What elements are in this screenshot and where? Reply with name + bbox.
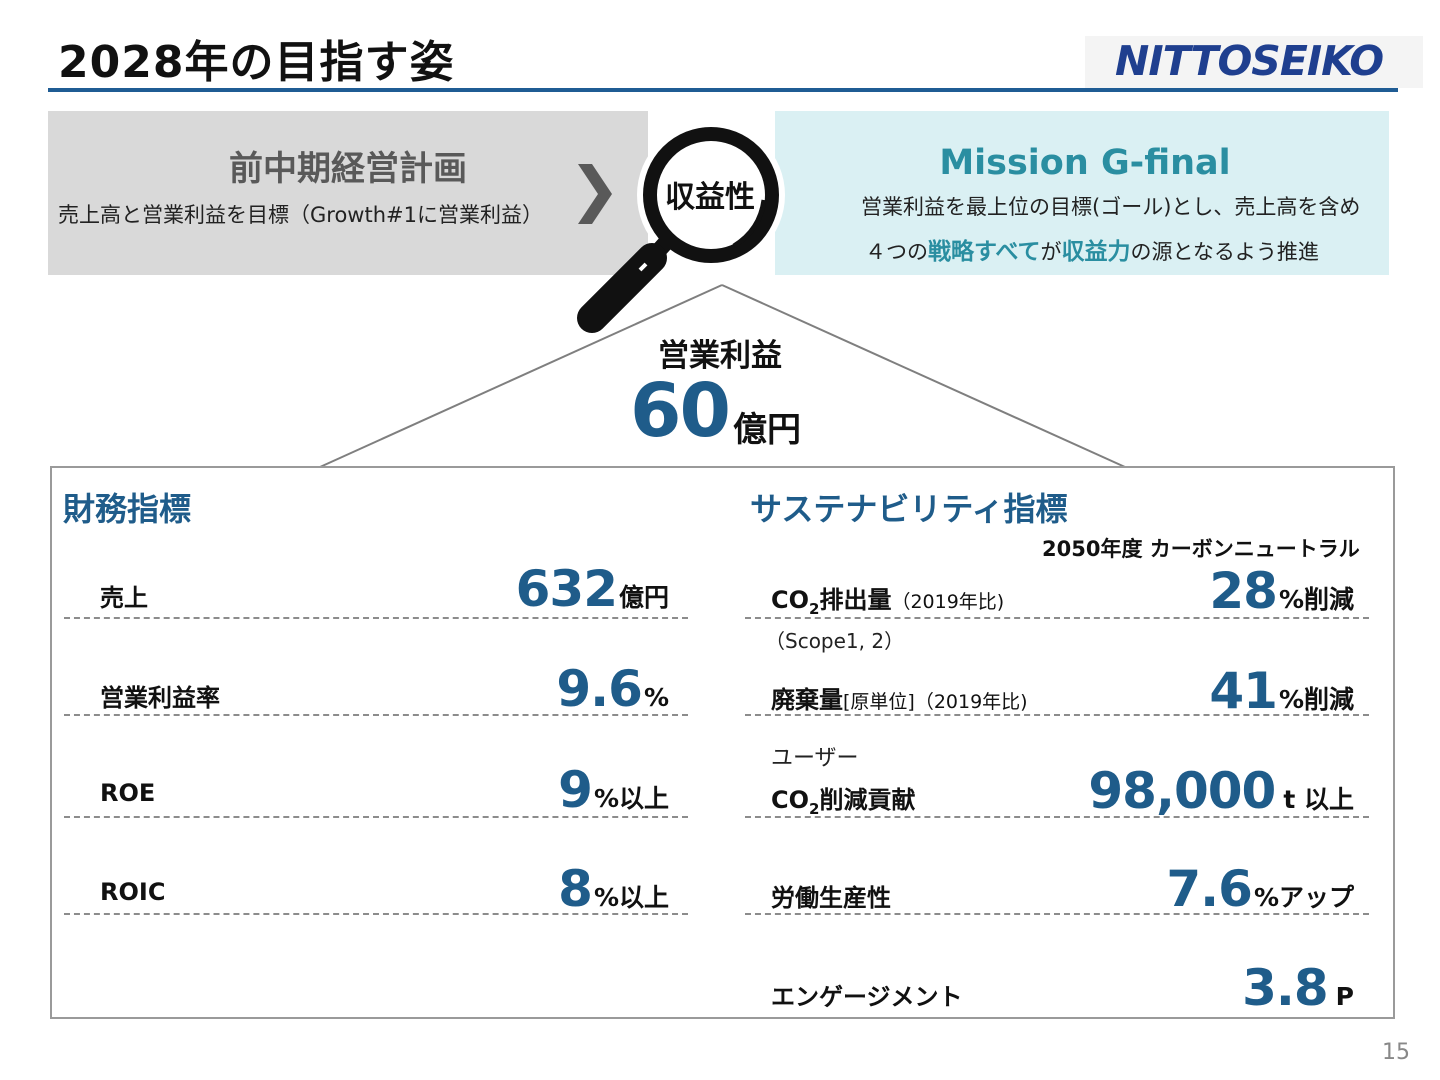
page-number: 15 — [1382, 1040, 1410, 1065]
mission-heading: Mission G-final — [939, 143, 1231, 183]
financial-item-value: 8%以上 — [558, 860, 669, 918]
value-unit: %削減 — [1278, 585, 1354, 614]
value-unit: %以上 — [593, 883, 669, 912]
value-number: 8 — [558, 860, 593, 918]
previous-plan-description: 売上高と営業利益を目標（Growth#1に営業利益） — [58, 203, 543, 227]
previous-plan-heading: 前中期経営計画 — [229, 149, 467, 189]
mission-line-2: ４つの戦略すべてが収益力の源となるよう推進 — [865, 232, 1319, 266]
sustainability-item-label: エンゲージメント — [771, 977, 963, 1012]
value-number: 98,000 — [1088, 762, 1276, 820]
chevron-right-icon — [578, 164, 612, 224]
sustainability-item-label: CO2排出量（2019年比) — [771, 580, 1004, 618]
row-divider — [745, 714, 1369, 716]
label-text: 労働生産性 — [771, 884, 891, 912]
carbon-neutral-note: 2050年度 カーボンニュートラル — [1042, 537, 1360, 561]
label-text: 廃棄量 — [771, 686, 843, 714]
label-note: [原単位]（2019年比) — [843, 691, 1028, 713]
value-unit: 億円 — [618, 583, 669, 612]
label-note: （2019年比) — [891, 591, 1005, 613]
sustainability-title: サステナビリティ指標 — [750, 490, 1068, 528]
value-number: 9 — [558, 761, 593, 819]
company-logo: NITTOSEIKO — [1085, 36, 1423, 88]
label-text: CO — [771, 786, 810, 814]
value-unit: %削減 — [1278, 685, 1354, 714]
previous-plan-box: 前中期経営計画 売上高と営業利益を目標（Growth#1に営業利益） — [48, 111, 648, 275]
value-unit: t 以上 — [1283, 785, 1354, 814]
profit-unit: 億円 — [733, 410, 801, 450]
mission-line-1: 営業利益を最上位の目標(ゴール)とし、売上高を含め — [861, 195, 1361, 219]
sustainability-item-value: 41%削減 — [1209, 662, 1354, 720]
sustainability-item-label: 労働生産性 — [771, 878, 891, 913]
financial-item-value: 9%以上 — [558, 761, 669, 819]
sustainability-item-value: 28%削減 — [1209, 562, 1354, 620]
mission-emphasis: 収益力 — [1061, 239, 1131, 265]
financial-item-value: 9.6% — [556, 660, 669, 718]
row-divider — [745, 617, 1369, 619]
indicators-panel — [50, 466, 1395, 1019]
value-number: 3.8 — [1242, 959, 1329, 1017]
title-divider — [48, 88, 1398, 92]
sustainability-item-value: 98,000 t 以上 — [1088, 762, 1354, 820]
value-unit: % — [643, 683, 669, 712]
profit-label: 営業利益 — [658, 338, 782, 374]
label-text: CO — [771, 586, 810, 614]
mission-emphasis: 戦略すべて — [928, 239, 1041, 265]
sustainability-item-label: 廃棄量[原単位]（2019年比) — [771, 680, 1028, 715]
value-number: 7.6 — [1166, 860, 1253, 918]
focus-label: 収益性 — [665, 180, 755, 215]
sustainability-item-value: 7.6%アップ — [1166, 860, 1354, 918]
row-divider — [64, 617, 688, 619]
value-number: 28 — [1209, 562, 1278, 620]
page-title: 2028年の目指す姿 — [58, 37, 455, 88]
label-subscript: 2 — [809, 799, 820, 818]
financial-title: 財務指標 — [63, 490, 192, 528]
value-number: 632 — [515, 560, 618, 618]
logo-text: NITTOSEIKO — [1115, 37, 1384, 85]
label-text: 排出量 — [819, 586, 892, 614]
label-subscript: 2 — [809, 599, 820, 618]
profit-value: 60 — [630, 368, 731, 454]
row-divider — [745, 913, 1369, 915]
mission-box: Mission G-final 営業利益を最上位の目標(ゴール)とし、売上高を含… — [775, 111, 1389, 275]
financial-item-label: ROE — [100, 779, 156, 807]
financial-item-label: 売上 — [100, 584, 148, 612]
value-number: 41 — [1209, 662, 1278, 720]
scope-note: （Scope1, 2） — [765, 629, 905, 653]
label-text: 削減貢献 — [819, 786, 916, 814]
financial-item-value: 632億円 — [516, 560, 669, 618]
row-divider — [64, 913, 688, 915]
value-unit: %以上 — [593, 784, 669, 813]
value-unit: P — [1335, 982, 1354, 1011]
value-unit: %アップ — [1253, 883, 1354, 912]
mission-text: が — [1040, 240, 1062, 264]
row-divider — [64, 714, 688, 716]
row-divider — [745, 816, 1369, 818]
sustainability-item-label: CO2削減貢献 — [771, 780, 915, 818]
row-divider — [64, 816, 688, 818]
value-number: 9.6 — [556, 660, 643, 718]
label-text: エンゲージメント — [771, 983, 963, 1011]
magnifying-glass-icon — [577, 121, 785, 333]
financial-item-label: ROIC — [100, 878, 166, 906]
mission-text: ４つの — [865, 240, 928, 264]
financial-item-label: 営業利益率 — [100, 684, 220, 712]
sustainability-item-value: 3.8 P — [1242, 959, 1354, 1017]
user-prefix: ユーザー — [771, 746, 859, 771]
mission-text: の源となるよう推進 — [1130, 240, 1319, 264]
